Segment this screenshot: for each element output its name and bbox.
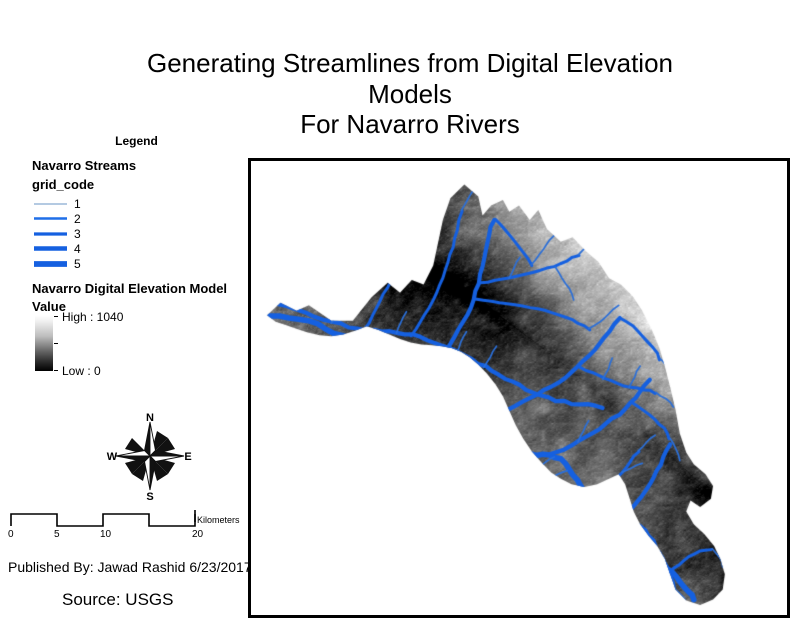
- compass-label-south: S: [146, 491, 153, 503]
- legend-heading: Legend: [115, 134, 158, 148]
- legend-field-grid-code: grid_code: [32, 177, 95, 192]
- title-line-3: For Navarro Rivers: [300, 109, 520, 140]
- legend-elevation-ramp: Value High : 1040 Low : 0: [32, 299, 257, 377]
- compass-rose-icon: N E S W: [107, 412, 192, 503]
- legend-item-5: 5: [32, 256, 257, 271]
- scale-tick-20: 20: [192, 529, 204, 540]
- legend-item-label: 3: [74, 226, 81, 241]
- compass-rose: N E S W: [103, 408, 197, 504]
- ramp-tick-mid: [54, 343, 58, 344]
- title-line-1: Generating Streamlines from Digital Elev…: [146, 48, 674, 78]
- legend-panel: Legend Navarro Streams grid_code 1 2 3: [32, 134, 257, 377]
- legend-item-label: 5: [74, 256, 81, 271]
- published-by-text: Published By: Jawad Rashid 6/23/2017: [8, 559, 252, 575]
- legend-item-4: 4: [32, 241, 257, 256]
- legend-item-3: 3: [32, 226, 257, 241]
- stream-line-swatch-icon: [34, 241, 70, 256]
- legend-item-1: 1: [32, 196, 257, 211]
- ramp-low-label: Low : 0: [62, 364, 101, 378]
- legend-stream-classes: 1 2 3 4 5: [32, 196, 257, 271]
- stream-line-swatch-icon: [34, 211, 70, 226]
- scale-bar-units: Kilometers: [197, 515, 240, 525]
- scale-bar: 0 5 10 20 Kilometers: [4, 506, 254, 546]
- stream-line-swatch-icon: [34, 256, 70, 271]
- legend-layer-dem: Navarro Digital Elevation Model: [32, 281, 228, 296]
- stream-line-swatch-icon: [34, 196, 70, 211]
- compass-label-north: N: [146, 412, 154, 424]
- scale-tick-10: 10: [100, 529, 112, 540]
- page-title: Generating Streamlines from Digital Elev…: [60, 48, 760, 140]
- title-line-2: Models: [368, 78, 452, 109]
- map-frame[interactable]: [248, 158, 790, 618]
- legend-value-label: Value: [32, 299, 66, 314]
- ramp-high-label: High : 1040: [62, 310, 124, 324]
- map-dem-canvas[interactable]: [251, 161, 787, 615]
- legend-item-label: 1: [74, 196, 81, 211]
- legend-item-2: 2: [32, 211, 257, 226]
- legend-item-label: 4: [74, 241, 81, 256]
- elevation-color-ramp: [35, 315, 53, 371]
- scale-bar-graphic: [10, 510, 196, 527]
- compass-label-west: W: [107, 451, 118, 463]
- legend-item-label: 2: [74, 211, 81, 226]
- legend-layer-streams: Navarro Streams: [32, 158, 137, 173]
- compass-label-east: E: [184, 451, 191, 463]
- ramp-tick-low: [54, 370, 58, 371]
- stream-line-swatch-icon: [34, 226, 70, 241]
- scale-tick-5: 5: [54, 529, 60, 540]
- source-text: Source: USGS: [62, 590, 174, 609]
- scale-tick-0: 0: [8, 529, 14, 540]
- ramp-tick-high: [54, 316, 58, 317]
